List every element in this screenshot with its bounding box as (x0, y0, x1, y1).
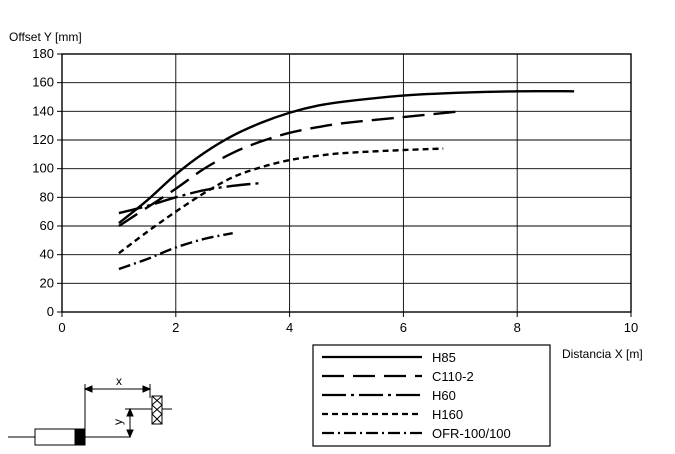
y-axis-label: Offset Y [mm] (9, 30, 82, 44)
series-line-c110-2 (118, 110, 461, 228)
x-arrow-right (142, 385, 152, 393)
x-axis-label: Distancia X [m] (562, 347, 643, 361)
x-tick-label: 2 (172, 320, 179, 335)
series-line-h85 (118, 89, 575, 225)
x-arrow-left (83, 385, 93, 393)
x-tick-label: 0 (58, 320, 65, 335)
y-tick-label: 60 (40, 218, 54, 233)
y-tick-label: 120 (32, 132, 54, 147)
y-arrow-top (126, 407, 134, 417)
y-tick-label: 40 (40, 247, 54, 262)
legend-label: H60 (432, 388, 456, 403)
x-tick-label: 4 (286, 320, 293, 335)
reflector-hatch (151, 395, 163, 425)
header-strip (0, 0, 675, 3)
x-tick-label: 6 (400, 320, 407, 335)
y-tick-label: 100 (32, 161, 54, 176)
sensor-lens (74, 428, 86, 446)
legend-label: C110-2 (432, 369, 474, 384)
series-line-h60 (118, 181, 262, 215)
y-arrow-bottom (126, 429, 134, 439)
x-tick-label: 10 (624, 320, 638, 335)
diagram-y-label: y (111, 419, 125, 425)
plot-frame (61, 53, 632, 313)
series-lines (118, 89, 575, 271)
offset-diagram (8, 384, 172, 446)
y-tick-labels: 0 20 40 60 80 100 120 140 160 180 (32, 46, 54, 319)
y-tick-label: 160 (32, 75, 54, 90)
legend-label: OFR-100/100 (432, 426, 511, 441)
legend: H85 C110-2 H60 H160 OFR-100/100 (312, 344, 551, 447)
y-tick-label: 80 (40, 189, 54, 204)
y-tick-label: 20 (40, 275, 54, 290)
y-tick-label: 140 (32, 103, 54, 118)
x-tick-labels: 0 2 4 6 8 10 (58, 320, 638, 335)
series-line-ofr-100-100 (118, 231, 233, 271)
legend-label: H85 (432, 350, 456, 365)
sensor-body (34, 428, 76, 446)
x-tick-label: 8 (514, 320, 521, 335)
diagram-x-label: x (116, 374, 122, 388)
y-tick-label: 0 (47, 304, 54, 319)
series-line-h160 (118, 147, 444, 255)
legend-label: H160 (432, 407, 463, 422)
y-tick-label: 180 (32, 46, 54, 61)
